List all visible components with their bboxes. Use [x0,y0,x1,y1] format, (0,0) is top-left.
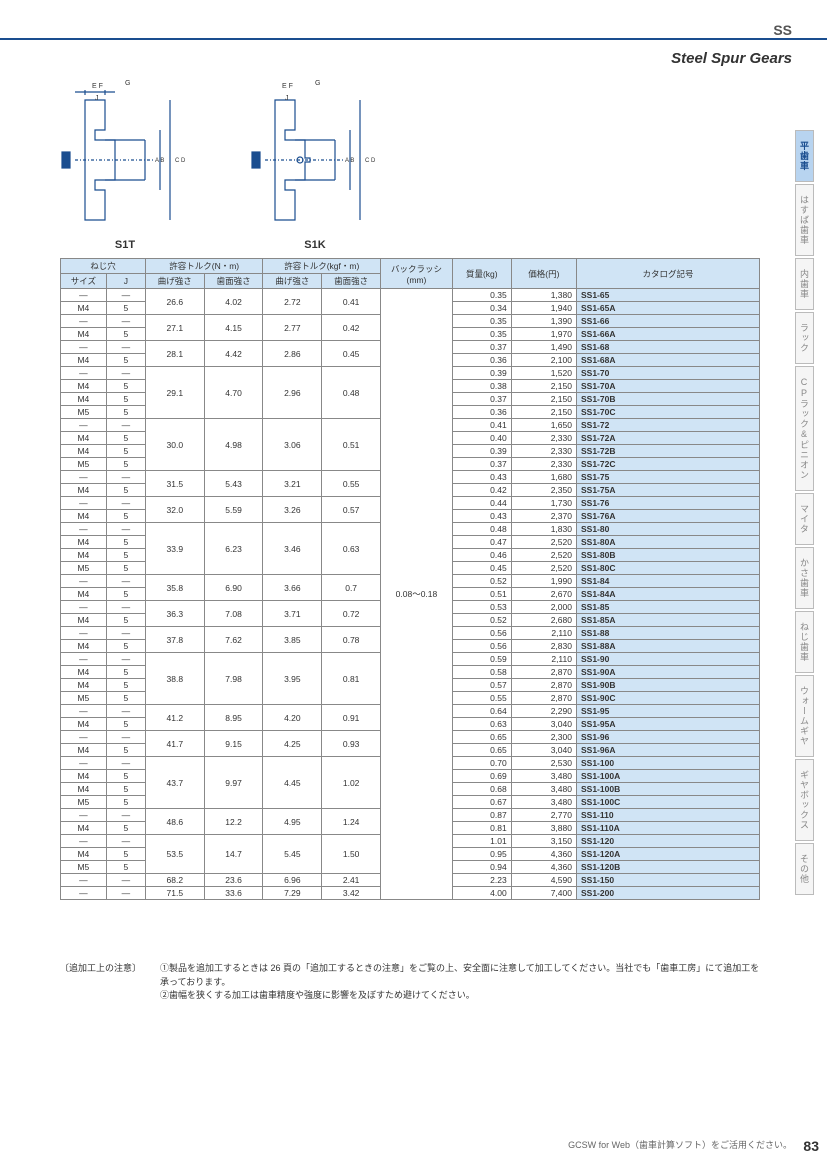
header-rule [0,38,827,40]
sidebar-tab[interactable]: 平歯車 [795,130,814,182]
svg-text:A B: A B [345,158,354,164]
sidebar-tab[interactable]: その他 [795,843,814,895]
sidebar-tab[interactable]: かさ歯車 [795,547,814,609]
sidebar-tab[interactable]: マイタ [795,493,814,545]
sidebar-tab[interactable]: CPラック&ピニオン [795,366,814,491]
svg-text:J: J [285,95,289,102]
spec-table: ねじ穴許容トルク(N・m)許容トルク(kgf・m)バックラッシ(mm)質量(kg… [60,258,760,900]
svg-text:E F: E F [92,83,103,90]
svg-text:C D: C D [175,158,186,164]
svg-text:E F: E F [282,83,293,90]
sidebar-tab[interactable]: はすば歯車 [795,184,814,256]
sidebar-tab[interactable]: ギヤボックス [795,759,814,841]
page-subtitle: Steel Spur Gears [671,50,792,67]
technical-diagrams: E FJ G A BC D S1T E FJ G A BC D S1K [60,75,380,235]
diagram-s1k: E FJ G A BC D S1K [250,75,380,235]
diagram-s1t: E FJ G A BC D S1T [60,75,190,235]
category-code: SS [773,22,792,38]
sidebar-tab[interactable]: ウォームギヤ [795,675,814,757]
svg-text:C D: C D [365,158,376,164]
svg-text:A B: A B [155,158,164,164]
sidebar-tab[interactable]: 内歯車 [795,258,814,310]
sidebar-tab[interactable]: ラック [795,312,814,364]
notes-section: 〔追加工上の注意〕 ①製品を追加工するときは 26 頁の「追加工するときの注意」… [60,962,760,1003]
svg-text:J: J [95,95,99,102]
sidebar-tab[interactable]: ねじ歯車 [795,611,814,673]
category-tabs: 平歯車はすば歯車内歯車ラック CPラック&ピニオンマイタかさ歯車ねじ歯車ウォームギ… [795,130,819,897]
page-number: 83 [803,1138,819,1154]
svg-text:G: G [125,80,130,87]
svg-text:G: G [315,80,320,87]
footer-text: GCSW for Web（歯車計算ソフト）をご活用ください。 [568,1138,792,1151]
